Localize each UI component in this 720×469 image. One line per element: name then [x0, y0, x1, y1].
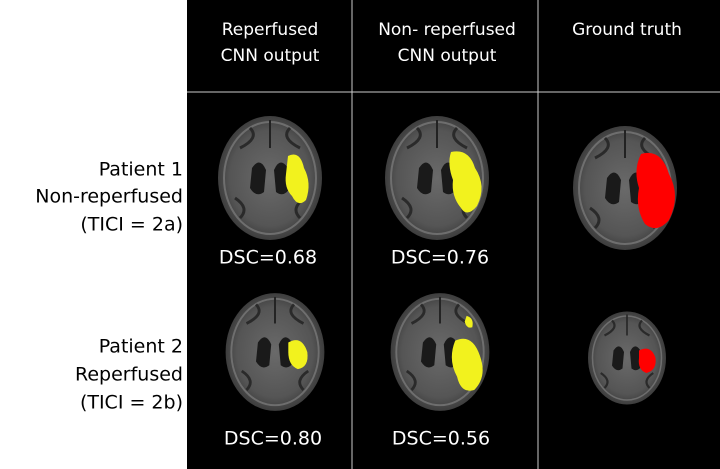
row-label: (TICI = 2a)	[80, 214, 183, 236]
row-label: Patient 1	[99, 159, 183, 181]
dsc-score: DSC=0.76	[391, 247, 489, 269]
brain-scan	[383, 114, 491, 242]
brain-scan	[389, 291, 491, 413]
brain-scan	[216, 114, 324, 242]
column-header: Ground truth	[572, 20, 682, 40]
column-header: Reperfused	[222, 20, 319, 40]
row-label: Non-reperfused	[35, 186, 183, 208]
brain-scan	[224, 291, 326, 413]
dsc-score: DSC=0.80	[224, 428, 322, 450]
brain-scan	[586, 310, 668, 406]
brain-scan	[571, 124, 679, 252]
column-header: Non- reperfused	[378, 20, 516, 40]
dsc-score: DSC=0.56	[392, 428, 490, 450]
row-label: (TICI = 2b)	[80, 392, 183, 414]
dsc-score: DSC=0.68	[219, 247, 317, 269]
row-label: Reperfused	[75, 364, 183, 386]
column-header: CNN output	[221, 46, 320, 66]
row-label: Patient 2	[99, 336, 183, 358]
column-header: CNN output	[398, 46, 497, 66]
